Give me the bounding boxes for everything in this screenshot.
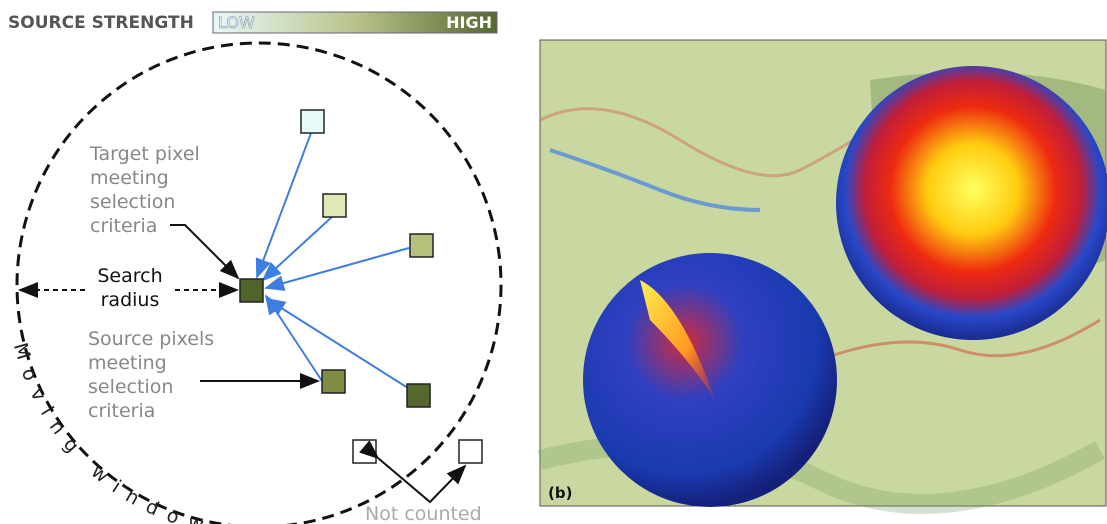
legend-low: LOW bbox=[218, 13, 255, 32]
legend-title: SOURCE STRENGTH bbox=[8, 13, 194, 33]
legend-high: HIGH bbox=[446, 13, 492, 32]
panel-label: (b) bbox=[548, 484, 572, 502]
label-line: Search bbox=[97, 265, 162, 287]
map-panel: (b) bbox=[540, 40, 1107, 507]
source-arrows bbox=[257, 133, 409, 388]
not-counted-label: Not counted bbox=[365, 503, 482, 524]
pixels bbox=[240, 110, 482, 463]
label-line: Source pixels bbox=[88, 328, 214, 350]
label-line: meeting bbox=[90, 167, 169, 189]
hot-sphere bbox=[836, 66, 1107, 340]
label-line: selection bbox=[90, 191, 175, 213]
figure: SOURCE STRENGTH LOW HIGH Moving window T… bbox=[0, 0, 1107, 524]
label-line: meeting bbox=[88, 352, 167, 374]
label-line: Target pixel bbox=[89, 143, 200, 165]
label-line: criteria bbox=[88, 400, 155, 422]
label-line: radius bbox=[101, 289, 160, 311]
not-counted-arrows bbox=[378, 458, 465, 502]
target-arrow bbox=[170, 225, 238, 278]
cold-sphere bbox=[583, 253, 837, 507]
label-line: selection bbox=[88, 376, 173, 398]
label-line: criteria bbox=[90, 215, 157, 237]
